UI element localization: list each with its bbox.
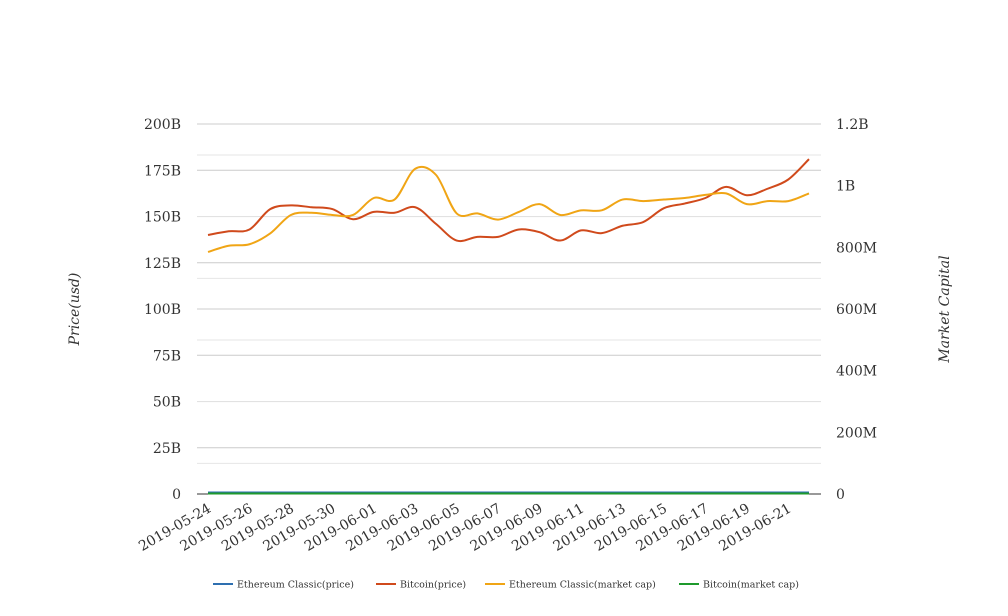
left-tick-label: 150B	[144, 210, 181, 226]
x-axis-ticks: 2019-05-242019-05-262019-05-282019-05-30…	[136, 501, 794, 555]
right-tick-label: 1B	[836, 179, 855, 195]
right-tick-label: 1.2B	[836, 117, 869, 133]
left-tick-label: 25B	[153, 441, 181, 457]
legend-label-bitcoin-market-cap: Bitcoin(market cap)	[703, 580, 799, 591]
left-tick-label: 175B	[144, 163, 181, 179]
legend-label-ethereum-classic-price: Ethereum Classic(price)	[237, 580, 354, 591]
series-line-bitcoin-price	[207, 158, 810, 243]
left-tick-label: 75B	[153, 348, 181, 364]
left-axis-ticks: 0 25B 50B 75B 100B 125B 150B 175B 200B	[144, 117, 181, 503]
left-tick-label: 125B	[144, 256, 181, 272]
right-axis-ticks: 0 200M 400M 600M 800M 1B 1.2B	[836, 117, 877, 503]
right-tick-label: 0	[836, 487, 845, 503]
left-tick-label: 0	[172, 487, 181, 503]
left-tick-label: 200B	[144, 117, 181, 133]
right-tick-label: 400M	[836, 364, 877, 380]
left-tick-label: 50B	[153, 395, 181, 411]
left-axis-title: Price(usd)	[67, 273, 83, 347]
left-gridlines	[197, 123, 821, 495]
legend-label-bitcoin-price: Bitcoin(price)	[400, 580, 466, 591]
right-tick-label: 800M	[836, 240, 877, 256]
left-tick-label: 100B	[144, 302, 181, 318]
right-axis-title: Market Capital	[937, 255, 953, 363]
series-line-ethereum-classic-market-cap	[207, 165, 810, 253]
series-lines	[207, 158, 810, 495]
right-tick-label: 200M	[836, 425, 877, 441]
legend-label-ethereum-classic-market-cap: Ethereum Classic(market cap)	[509, 580, 656, 591]
legend: Ethereum Classic(price) Bitcoin(price) Eth…	[213, 580, 799, 591]
right-tick-label: 600M	[836, 302, 877, 318]
